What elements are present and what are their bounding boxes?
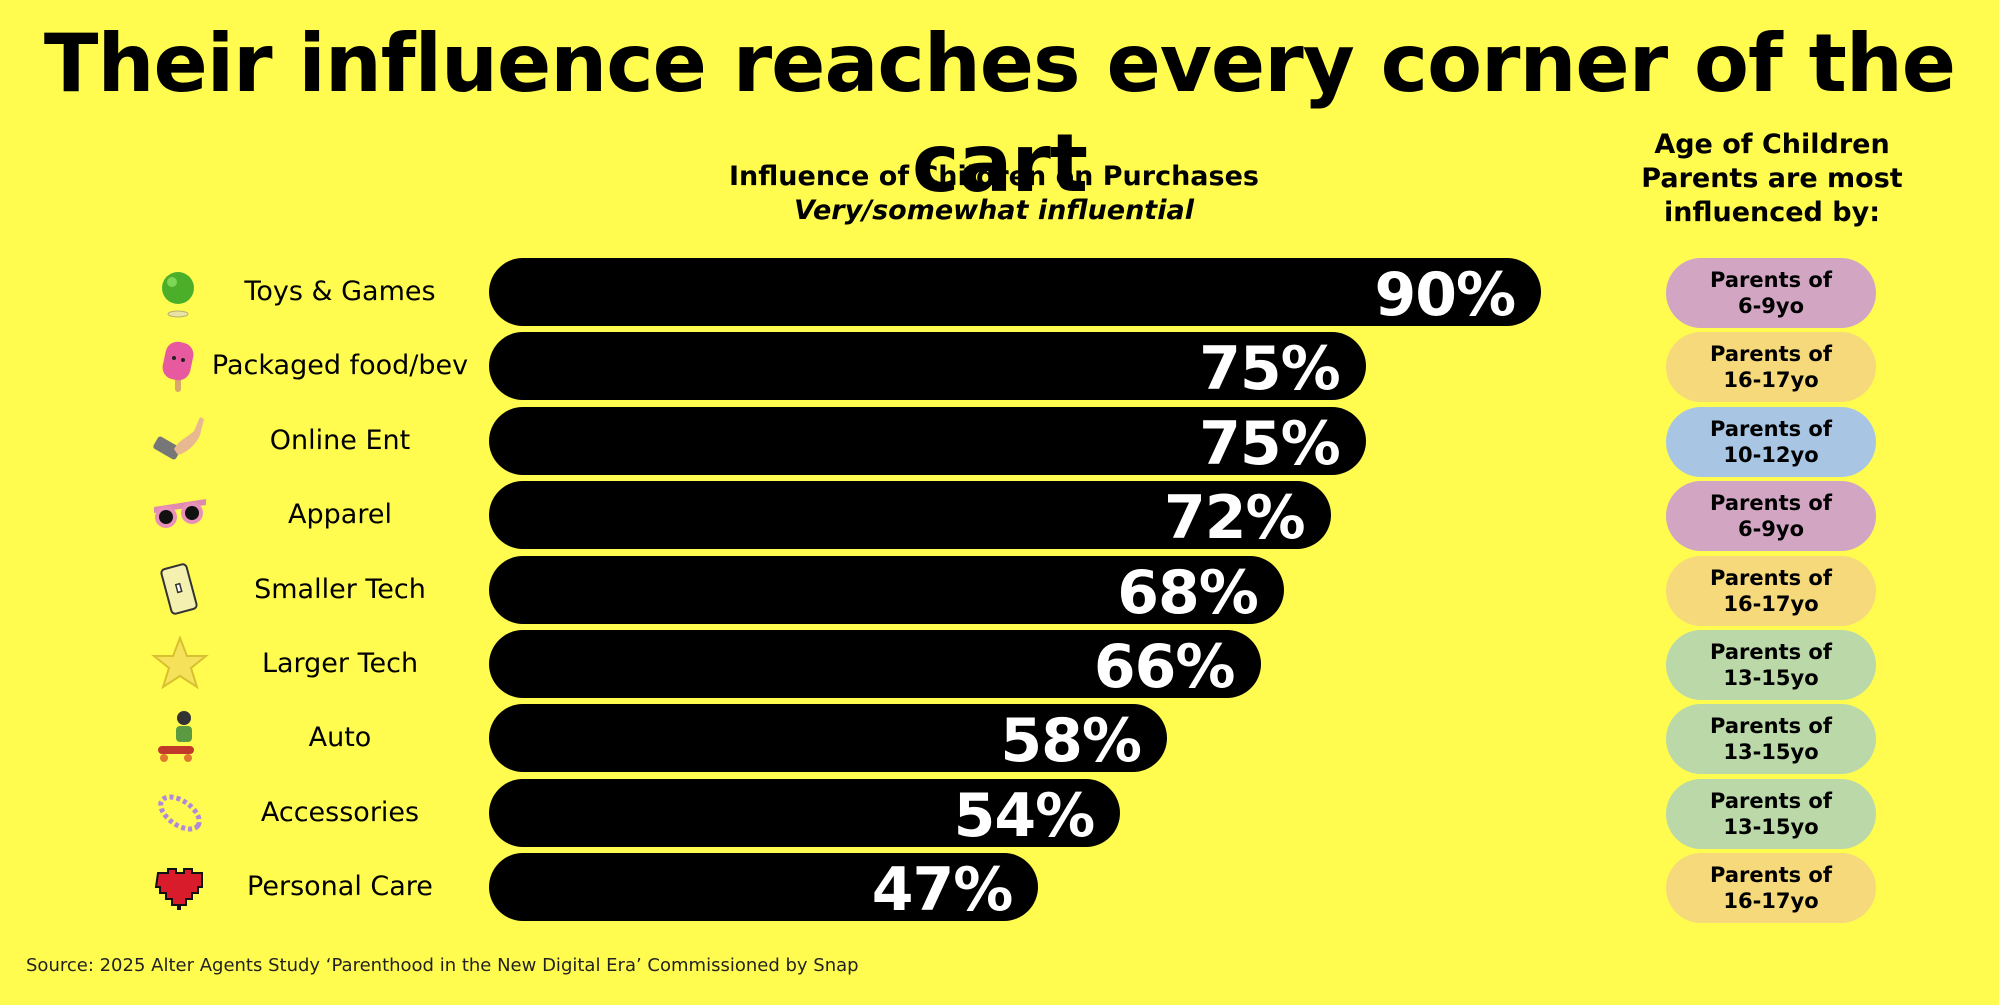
bar-value-label: 75%	[1199, 408, 1341, 479]
age-badge-line1: Parents of	[1710, 565, 1832, 590]
age-badge-line2: 16-17yo	[1723, 368, 1819, 393]
age-badge-line1: Parents of	[1710, 640, 1832, 664]
age-group-badge: Parents of 6-9yo	[1666, 481, 1876, 552]
category-label: Larger Tech	[261, 648, 419, 679]
bar: 72%	[489, 481, 1331, 554]
age-badge-line1: Parents of	[1710, 268, 1832, 292]
bar-value-label: 90%	[1374, 260, 1516, 330]
category-label: Smaller Tech	[254, 573, 426, 605]
age-badge-line1: Parents of	[1710, 342, 1832, 367]
bar-value-label: 66%	[1093, 632, 1236, 702]
chart-heading: Influence of Children on Purchases Very/…	[700, 160, 1288, 228]
category-label: Apparel	[288, 499, 392, 531]
bar: 68%	[489, 555, 1284, 628]
age-group-badge: Parents of 13-15yo	[1666, 630, 1876, 700]
age-group-badge: Parents of 10-12yo	[1666, 406, 1876, 477]
chart-title: Influence of Children on Purchases	[729, 161, 1259, 192]
age-badge-line1: Parents of	[1710, 416, 1832, 441]
age-badge-line2: 16-17yo	[1723, 889, 1819, 914]
age-badge-line2: 10-12yo	[1723, 442, 1819, 467]
bar: 54%	[489, 778, 1121, 851]
age-badge-line2: 13-15yo	[1723, 666, 1819, 690]
category-label: Personal Care	[247, 871, 433, 903]
pixel-heart-icon	[150, 857, 210, 917]
page-title: Their influence reaches every corner of …	[43, 17, 1956, 210]
age-group-badge: Parents of 13-15yo	[1666, 778, 1876, 849]
bar: 75%	[489, 332, 1366, 405]
bar: 47%	[489, 853, 1039, 926]
age-badge-line1: Parents of	[1710, 863, 1832, 888]
bar: 66%	[489, 630, 1261, 702]
chart-row: Accessories 54% Parents of 13-15yo	[0, 778, 1999, 851]
chart-row: Apparel 72% Parents of 6-9yo	[0, 481, 1999, 554]
chart-row: Personal Care 47% Parents of 16-17yo	[0, 853, 1999, 926]
bar-value-label: 47%	[871, 855, 1014, 926]
age-group-badge: Parents of 13-15yo	[1666, 704, 1876, 775]
bar: 90%	[489, 258, 1542, 330]
age-group-badge: Parents of 6-9yo	[1666, 258, 1876, 328]
category-label: Packaged food/bev	[211, 350, 469, 382]
source-note: Source: 2025 Alter Agents Study ‘Parenth…	[26, 955, 859, 976]
category-label: Toys & Games	[244, 276, 436, 307]
chart-row: Packaged food/bev 75% Parents of 16-17yo	[0, 332, 1999, 405]
chart-row: Larger Tech 66% Parents of 13-15yo	[0, 630, 1999, 702]
bar-value-label: 72%	[1164, 483, 1306, 554]
age-badge-line2: 13-15yo	[1723, 740, 1819, 765]
bar: 75%	[489, 406, 1366, 479]
age-badge-line2: 13-15yo	[1723, 814, 1819, 839]
category-label: Online Ent	[269, 424, 411, 456]
bar-value-label: 75%	[1199, 334, 1341, 405]
age-badge-line1: Parents of	[1710, 788, 1832, 813]
chart-row: Online Ent 75% Parents of 10-12yo	[0, 406, 1999, 479]
age-badge-line1: Parents of	[1710, 491, 1832, 516]
chart-row: Smaller Tech 68% Parents of 16-17yo	[0, 555, 1999, 628]
age-group-badge: Parents of 16-17yo	[1666, 853, 1876, 924]
sunglasses-icon	[150, 485, 210, 545]
bar-value-label: 58%	[1000, 706, 1142, 777]
hand-phone-icon	[150, 411, 210, 471]
category-label: Accessories	[260, 796, 420, 828]
age-group-badge: Parents of 16-17yo	[1666, 332, 1876, 403]
chart-row: Auto 58% Parents of 13-15yo	[0, 704, 1999, 777]
bar-value-label: 54%	[953, 780, 1096, 851]
age-badge-line2: 6-9yo	[1737, 517, 1805, 542]
green-ball-icon	[150, 262, 210, 322]
age-group-badge: Parents of 16-17yo	[1666, 555, 1876, 626]
age-column-heading: Age of Children Parents are most influen…	[1641, 129, 1903, 228]
chart-subtitle: Very/somewhat influential	[794, 195, 1194, 226]
phone-icon	[150, 560, 210, 620]
age-badge-line1: Parents of	[1710, 714, 1832, 739]
age-badge-line2: 16-17yo	[1723, 591, 1819, 616]
category-label: Auto	[308, 722, 372, 754]
popsicle-icon	[150, 336, 210, 396]
skater-icon	[150, 708, 210, 768]
beaded-bracelet-icon	[150, 783, 210, 843]
bar: 58%	[489, 704, 1168, 777]
star-icon	[150, 634, 210, 694]
chart-row: Toys & Games 90% Parents of 6-9yo	[0, 258, 1999, 330]
bar-value-label: 68%	[1117, 557, 1259, 628]
age-badge-line2: 6-9yo	[1737, 294, 1805, 318]
